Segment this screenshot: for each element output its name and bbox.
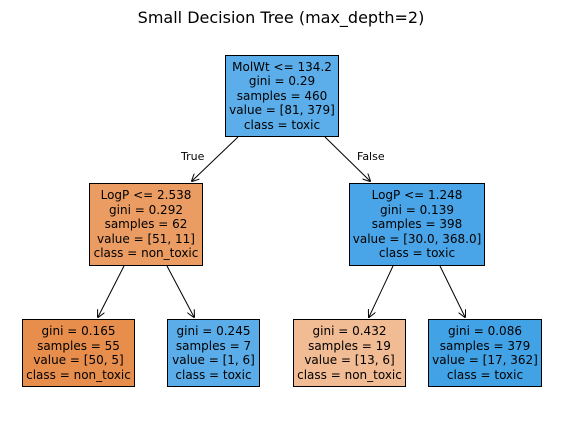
edge-right-rr xyxy=(439,265,465,317)
node-line: value = [50, 5] xyxy=(33,353,124,367)
node-line: samples = 398 xyxy=(371,217,463,232)
node-line: class = toxic xyxy=(446,367,524,382)
node-line: value = [30.0, 368.0] xyxy=(352,231,482,246)
node-line: gini = 0.139 xyxy=(380,202,454,217)
node-line: class = non_toxic xyxy=(93,246,199,261)
node-line: gini = 0.245 xyxy=(176,324,251,338)
node-line: gini = 0.086 xyxy=(448,324,522,338)
edge-root-right xyxy=(324,136,370,181)
node-line: samples = 55 xyxy=(37,338,120,353)
edge-root-left xyxy=(192,136,239,181)
node-line: LogP <= 1.248 xyxy=(371,188,463,203)
node-line: gini = 0.292 xyxy=(109,202,183,217)
node-line: class = non_toxic xyxy=(297,367,402,382)
node-line: value = [1, 6] xyxy=(172,353,255,367)
diagram-title: Small Decision Tree (max_depth=2) xyxy=(137,8,425,27)
edge-left-lr xyxy=(166,265,194,317)
tree-leaf-left-left: gini = 0.165 samples = 55 value = [50, 5… xyxy=(22,319,135,387)
node-line: class = non_toxic xyxy=(26,367,131,382)
node-line: value = [51, 11] xyxy=(97,231,195,246)
edge-right-rl xyxy=(369,265,394,317)
tree-leaf-right-right: gini = 0.086 samples = 379 value = [17, … xyxy=(428,319,542,387)
edge-label-false: False xyxy=(357,150,385,163)
node-line: value = [13, 6] xyxy=(304,353,395,367)
tree-node-left: LogP <= 2.538 gini = 0.292 samples = 62 … xyxy=(89,183,203,266)
node-line: samples = 7 xyxy=(175,338,252,353)
node-line: class = toxic xyxy=(378,246,456,261)
node-line: samples = 460 xyxy=(236,88,328,103)
tree-node-root: MolWt <= 134.2 gini = 0.29 samples = 460… xyxy=(225,55,339,137)
node-line: class = toxic xyxy=(243,117,321,132)
node-line: gini = 0.432 xyxy=(312,324,387,338)
node-line: LogP <= 2.538 xyxy=(100,188,192,203)
node-line: samples = 19 xyxy=(308,338,391,353)
node-line: value = [17, 362] xyxy=(432,353,538,367)
tree-leaf-left-right: gini = 0.245 samples = 7 value = [1, 6] … xyxy=(167,319,260,387)
node-line: samples = 379 xyxy=(439,338,531,353)
tree-leaf-right-left: gini = 0.432 samples = 19 value = [13, 6… xyxy=(293,319,406,387)
node-line: class = toxic xyxy=(175,367,252,382)
node-line: value = [81, 379] xyxy=(229,103,335,118)
node-line: gini = 0.165 xyxy=(41,324,116,338)
node-line: gini = 0.29 xyxy=(248,74,316,89)
edge-label-true: True xyxy=(181,150,205,163)
edge-left-ll xyxy=(98,265,125,317)
node-line: samples = 62 xyxy=(104,217,188,232)
node-line: MolWt <= 134.2 xyxy=(232,59,332,74)
tree-node-right: LogP <= 1.248 gini = 0.139 samples = 398… xyxy=(349,183,485,266)
